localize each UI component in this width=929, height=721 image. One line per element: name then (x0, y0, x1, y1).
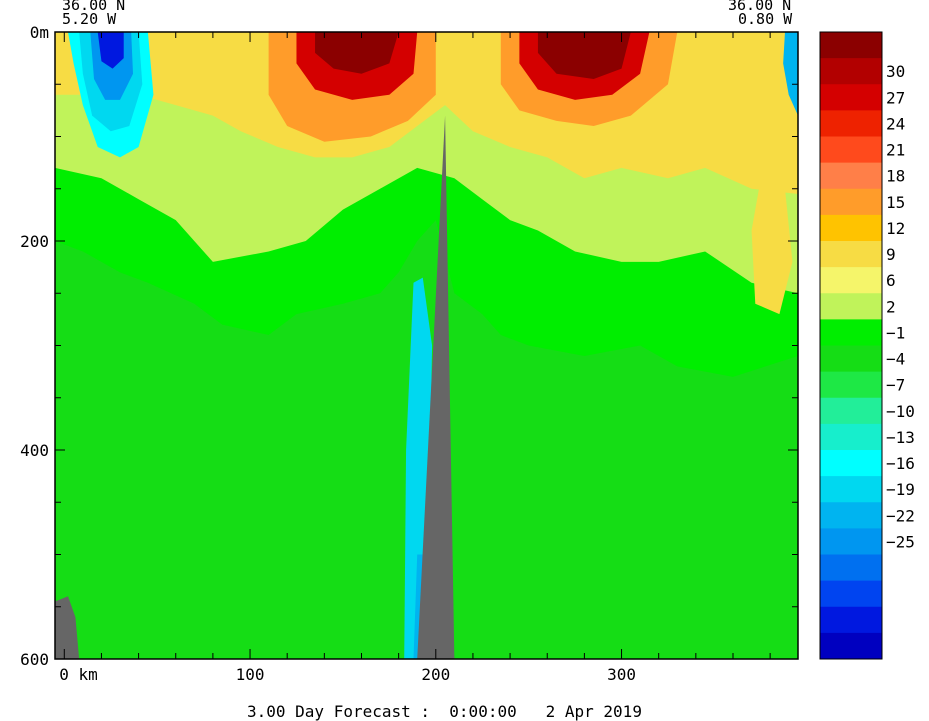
colorbar-label: 6 (886, 271, 896, 290)
colorbar-swatch (820, 162, 882, 190)
colorbar-swatch (820, 371, 882, 399)
colorbar-label: 15 (886, 193, 905, 212)
colorbar-label: 12 (886, 219, 905, 238)
colorbar-frame (819, 31, 883, 660)
y-tick-label: 200 (20, 232, 49, 251)
colorbar-label: 2 (886, 297, 896, 316)
colorbar-label: −13 (886, 428, 915, 447)
colorbar-swatch (820, 136, 882, 164)
colorbar-swatch (820, 32, 882, 59)
footer-forecast: 3.00 Day Forecast : 0:00:00 2 Apr 2019 (247, 702, 642, 721)
x-tick-label: 200 (421, 665, 450, 684)
colorbar-swatch (820, 188, 882, 216)
colorbar-label: 9 (886, 245, 896, 264)
colorbar-label: −4 (886, 350, 905, 369)
colorbar-label: −22 (886, 506, 915, 525)
colorbar-swatch (820, 502, 882, 529)
colorbar-swatch (820, 554, 882, 582)
axes: 0 km 100 200 300 0m 200 400 600 (20, 23, 798, 684)
region-dark-red (315, 32, 399, 74)
colorbar-swatch (820, 84, 882, 111)
region-right-warm-lens (751, 178, 793, 315)
colorbar-label: 24 (886, 114, 905, 133)
colorbar-swatch (820, 397, 882, 425)
x-tick-label: 300 (607, 665, 636, 684)
x-tick-label: 100 (236, 665, 265, 684)
colorbar-swatch (820, 450, 882, 477)
colorbar-swatch (820, 214, 882, 242)
region-cold-core-deep-blue (97, 32, 124, 69)
colorbar-swatch (820, 606, 882, 634)
colorbar-swatch (820, 110, 882, 137)
section-end-lon: 0.80 W (738, 10, 793, 28)
colorbar-swatch (820, 476, 882, 503)
section-start-lon: 5.20 W (62, 10, 117, 28)
bathymetry-left-slope (55, 596, 80, 659)
colorbar-label: −16 (886, 454, 915, 473)
colorbar-label: −10 (886, 402, 915, 421)
colorbar-swatch (820, 580, 882, 608)
x-tick-label: 0 km (59, 665, 98, 684)
colorbar-swatch (820, 58, 882, 85)
region-right-edge-blue (783, 32, 798, 116)
colorbar-swatch (820, 267, 882, 294)
colorbar-swatch (820, 319, 882, 346)
colorbar-label: 21 (886, 141, 905, 160)
colorbar: 30 27 24 21 18 15 12 9 6 2 −1 −4 −7 −10 −13 −16 −19 −22 −2… (819, 31, 915, 660)
colorbar-label: 27 (886, 88, 905, 107)
colorbar-swatch (820, 632, 882, 660)
region-dark-red-right (537, 32, 631, 80)
colorbar-swatch (820, 528, 882, 555)
colorbar-swatch (820, 423, 882, 451)
colorbar-swatch (820, 345, 882, 373)
colorbar-label: −1 (886, 323, 905, 342)
colorbar-label: −25 (886, 532, 915, 551)
y-tick-label: 600 (20, 650, 49, 669)
bathymetry-ridge (417, 115, 455, 659)
colorbar-label: 18 (886, 167, 905, 186)
colorbar-swatch (820, 241, 882, 268)
section-end-lat: 36.00 N (728, 0, 791, 14)
y-tick-label: 0m (30, 23, 49, 42)
colorbar-swatch (820, 293, 882, 320)
colorbar-label: −19 (886, 480, 915, 499)
plot-area (55, 32, 798, 659)
y-tick-label: 400 (20, 441, 49, 460)
section-start-lat: 36.00 N (62, 0, 125, 14)
colorbar-label: −7 (886, 376, 905, 395)
colorbar-label: 30 (886, 62, 905, 81)
